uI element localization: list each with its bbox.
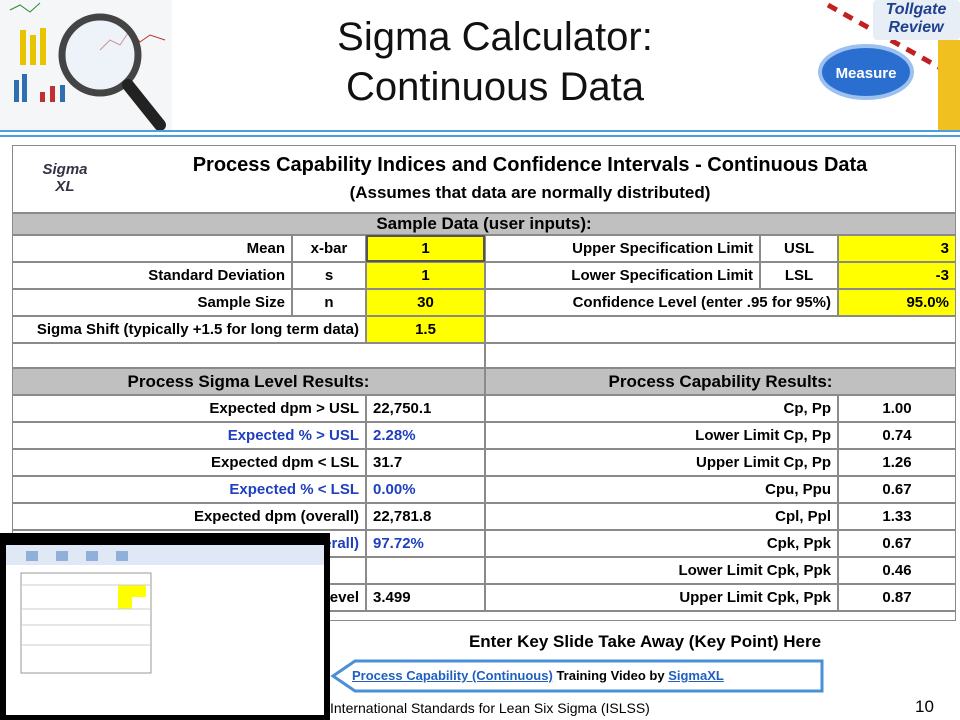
section-header: Sample Data (user inputs): [12, 213, 956, 235]
link-text: Training Video by [556, 668, 665, 683]
input-symbol: LSL [760, 262, 838, 289]
input-value: 1.5 [366, 316, 485, 343]
thumbnail-screen [6, 545, 324, 715]
result-label: Expected % < LSL [12, 476, 366, 503]
result-label: Lower Limit Cpk, Ppk [485, 557, 838, 584]
logo: Sigma XL [30, 150, 100, 205]
stage-text: Measure [836, 65, 897, 82]
result-value: 0.00% [366, 476, 485, 503]
title-line: Continuous Data [346, 65, 644, 109]
input-symbol: USL [760, 235, 838, 262]
title-line: Sigma Calculator: [337, 15, 653, 59]
blank-cell [12, 343, 485, 368]
slide-title: Sigma Calculator: Continuous Data [190, 12, 800, 112]
input-value: 1 [366, 262, 485, 289]
result-label: Expected dpm < LSL [12, 449, 366, 476]
result-value: 31.7 [366, 449, 485, 476]
result-value: 0.87 [838, 584, 956, 611]
input-label: Confidence Level (enter .95 for 95%) [485, 289, 838, 316]
blank-cell [485, 343, 956, 368]
takeaway: Enter Key Slide Take Away (Key Point) He… [468, 632, 822, 651]
charts-image [0, 0, 172, 132]
result-label: Expected dpm > USL [12, 395, 366, 422]
result-label: Expected % > USL [12, 422, 366, 449]
input-label: Upper Specification Limit [485, 235, 760, 262]
result-value: 0.67 [838, 476, 956, 503]
result-label: Lower Limit Cp, Pp [485, 422, 838, 449]
result-value: 97.72% [366, 530, 485, 557]
input-value: 95.0% [838, 289, 956, 316]
result-label: Upper Limit Cp, Pp [485, 449, 838, 476]
input-symbol: x-bar [292, 235, 366, 262]
logo-text: Sigma [42, 160, 88, 178]
result-value: 0.74 [838, 422, 956, 449]
input-label: Mean [12, 235, 292, 262]
input-symbol: s [292, 262, 366, 289]
input-value: 30 [366, 289, 485, 316]
footer: International Standards for Lean Six Sig… [330, 700, 650, 716]
result-value: 1.26 [838, 449, 956, 476]
sheet-title: Process Capability Indices and Confidenc… [110, 150, 950, 180]
result-value: 0.67 [838, 530, 956, 557]
result-value: 22,781.8 [366, 503, 485, 530]
result-value: 22,750.1 [366, 395, 485, 422]
badge-text: Tollgate [886, 1, 947, 18]
input-label: Sigma Shift (typically +1.5 for long ter… [12, 316, 366, 343]
input-value: 3 [838, 235, 956, 262]
video-thumbnail[interactable] [0, 533, 330, 720]
result-value: 1.33 [838, 503, 956, 530]
video-link[interactable]: Process Capability (Continuous) [352, 668, 553, 683]
tollgate-badge: Tollgate Review Measure [818, 0, 960, 130]
callout-arrow [330, 659, 824, 693]
video-link-line: Process Capability (Continuous) Training… [352, 668, 724, 683]
result-value: 1.00 [838, 395, 956, 422]
result-value: 2.28% [366, 422, 485, 449]
sheet-subtitle: (Assumes that data are normally distribu… [110, 180, 950, 206]
page-number: 10 [915, 697, 934, 716]
logo-text: XL [55, 177, 75, 195]
input-label: Standard Deviation [12, 262, 292, 289]
result-label: Cp, Pp [485, 395, 838, 422]
result-value: 0.46 [838, 557, 956, 584]
input-label: Sample Size [12, 289, 292, 316]
input-value: 1 [366, 235, 485, 262]
badge-text: Review [888, 19, 945, 36]
result-label: Cpk, Ppk [485, 530, 838, 557]
input-value: -3 [838, 262, 956, 289]
divider [0, 130, 960, 137]
result-label: Upper Limit Cpk, Ppk [485, 584, 838, 611]
section-header: Process Capability Results: [485, 368, 956, 395]
result-value: 3.499 [366, 584, 485, 611]
result-value [366, 557, 485, 584]
blank-cell [485, 316, 956, 343]
result-label: Cpl, Ppl [485, 503, 838, 530]
vendor-link[interactable]: SigmaXL [668, 668, 724, 683]
result-label: Expected dpm (overall) [12, 503, 366, 530]
section-header: Process Sigma Level Results: [12, 368, 485, 395]
result-label: Cpu, Ppu [485, 476, 838, 503]
input-symbol: n [292, 289, 366, 316]
input-label: Lower Specification Limit [485, 262, 760, 289]
